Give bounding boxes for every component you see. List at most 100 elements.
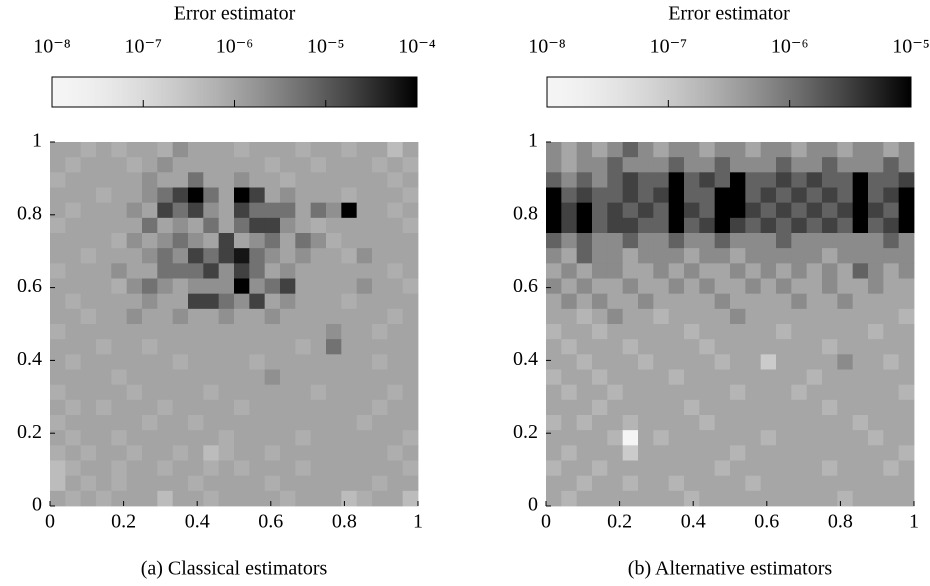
heatmap-cell <box>142 445 158 461</box>
heatmap-cell <box>622 308 639 325</box>
heatmap-cell <box>668 187 685 204</box>
heatmap-cell <box>745 339 762 355</box>
heatmap-cell <box>295 172 312 188</box>
heatmap-cell <box>868 142 884 158</box>
heatmap-cell <box>372 354 388 370</box>
heatmap-cell <box>218 475 235 492</box>
heatmap-cell <box>234 369 250 386</box>
heatmap-cell <box>684 324 700 340</box>
heatmap-cell <box>295 324 312 340</box>
heatmap-cell <box>791 384 808 401</box>
heatmap-cell <box>234 217 250 234</box>
heatmap-cell <box>341 399 358 416</box>
heatmap-cell <box>898 445 915 461</box>
heatmap-cell <box>310 308 327 325</box>
heatmap-cell <box>372 202 388 219</box>
heatmap-cell <box>218 293 235 310</box>
heatmap-cell <box>653 293 670 310</box>
heatmap-cell <box>96 172 112 188</box>
heatmap-cell <box>898 248 915 264</box>
heatmap-cell <box>791 324 808 340</box>
heatmap-cell <box>80 217 97 234</box>
heatmap-cell <box>310 475 327 492</box>
caption: (b) Alternative estimators <box>628 558 833 580</box>
heatmap-cell <box>776 384 792 401</box>
heatmap-cell <box>714 157 731 173</box>
heatmap-cell <box>50 384 66 401</box>
heatmap-cell <box>326 157 342 173</box>
heatmap-cell <box>576 142 593 158</box>
heatmap-cell <box>546 354 562 370</box>
heatmap-cell <box>684 293 700 310</box>
heatmap-cell <box>622 460 639 477</box>
heatmap-cell <box>622 415 639 431</box>
heatmap-cell <box>111 233 128 249</box>
heatmap-cell <box>372 324 388 340</box>
heatmap-cell <box>295 460 312 477</box>
heatmap-cell <box>883 202 900 219</box>
heatmap-cell <box>791 142 808 158</box>
heatmap-cell <box>607 233 624 249</box>
heatmap-cell <box>776 187 792 204</box>
heatmap-cell <box>592 339 608 355</box>
heatmap-cell <box>699 415 716 431</box>
heatmap-cell <box>50 172 66 188</box>
heatmap-cell <box>264 278 281 295</box>
heatmap-cell <box>280 384 296 401</box>
heatmap-cell <box>622 369 639 386</box>
heatmap-cell <box>96 142 112 158</box>
heatmap-cell <box>387 399 404 416</box>
heatmap-cell <box>638 263 654 279</box>
heatmap-cell <box>218 430 235 446</box>
heatmap-cell <box>341 293 358 310</box>
heatmap-cell <box>234 142 250 158</box>
heatmap-cell <box>249 142 266 158</box>
heatmap-cell <box>402 217 419 234</box>
heatmap-cell <box>111 475 128 492</box>
heatmap-cell <box>249 354 266 370</box>
heatmap-cell <box>96 460 112 477</box>
heatmap-cell <box>607 308 624 325</box>
heatmap-cell <box>341 475 358 492</box>
heatmap-cell <box>80 445 97 461</box>
heatmap-cell <box>142 430 158 446</box>
heatmap-cell <box>852 142 869 158</box>
heatmap-cell <box>172 490 189 507</box>
heatmap-cell <box>157 445 174 461</box>
heatmap-cell <box>822 475 838 492</box>
heatmap-cell <box>714 460 731 477</box>
heatmap-cell <box>592 187 608 204</box>
heatmap-cell <box>684 339 700 355</box>
heatmap-cell <box>295 430 312 446</box>
heatmap-cell <box>142 339 158 355</box>
heatmap-cell <box>310 293 327 310</box>
heatmap-cell <box>638 278 654 295</box>
heatmap-cell <box>822 369 838 386</box>
heatmap-cell <box>80 430 97 446</box>
heatmap-cell <box>546 399 562 416</box>
heatmap-cell <box>387 460 404 477</box>
heatmap-cell <box>295 384 312 401</box>
heatmap-cell <box>387 384 404 401</box>
heatmap-cell <box>65 172 82 188</box>
heatmap-cell <box>341 324 358 340</box>
heatmap-cell <box>622 172 639 188</box>
heatmap-cell <box>653 233 670 249</box>
heatmap-cell <box>96 430 112 446</box>
heatmap-cell <box>776 415 792 431</box>
heatmap-cell <box>546 339 562 355</box>
heatmap-cell <box>714 475 731 492</box>
heatmap-cell <box>80 354 97 370</box>
heatmap-cell <box>868 278 884 295</box>
heatmap-cell <box>280 233 296 249</box>
heatmap-cell <box>326 324 342 340</box>
heatmap-cell <box>760 263 777 279</box>
heatmap-cell <box>776 142 792 158</box>
heatmap-cell <box>249 369 266 386</box>
heatmap-cell <box>295 415 312 431</box>
heatmap-cell <box>356 172 373 188</box>
heatmap-cell <box>402 415 419 431</box>
heatmap-cell <box>576 415 593 431</box>
heatmap-cell <box>264 248 281 264</box>
heatmap-cell <box>188 445 204 461</box>
